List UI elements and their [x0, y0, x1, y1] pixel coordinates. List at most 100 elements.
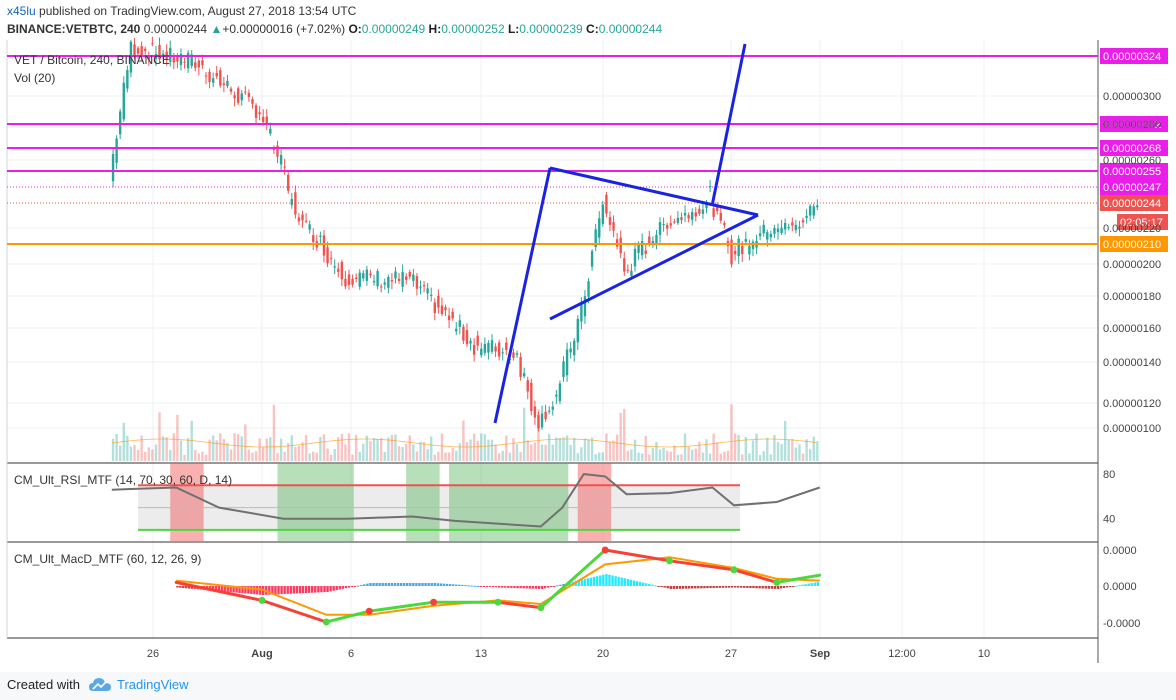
volume-bar [437, 451, 440, 461]
volume-bar [605, 433, 608, 461]
macd-histogram-bar [709, 586, 712, 589]
volume-bar [287, 443, 290, 461]
candle-body [304, 220, 308, 222]
macd-histogram-bar [691, 586, 694, 589]
volume-bar [651, 448, 655, 461]
candle-body [226, 80, 229, 87]
macd-histogram-bar [537, 586, 541, 589]
macd-histogram-bar [445, 583, 449, 586]
macd-histogram-bar [241, 586, 244, 594]
price-axis-tick-label: 0.00000180 [1103, 291, 1161, 303]
last-price: 0.00000244 [143, 22, 208, 36]
candle-body [483, 343, 487, 353]
volume-bar [594, 454, 597, 461]
volume-bar [172, 433, 176, 461]
macd-histogram-bar [789, 586, 792, 587]
candle-body [458, 320, 462, 327]
macd-histogram-bar [654, 585, 657, 587]
volume-bar [580, 447, 583, 461]
candle-body [519, 356, 522, 378]
candle-body [537, 415, 540, 429]
volume-bar [623, 408, 626, 461]
macd-histogram-bar [516, 586, 519, 589]
candle-body [769, 233, 773, 238]
volume-bar [201, 451, 204, 461]
candle-body [372, 280, 376, 283]
volume-bar [444, 452, 447, 461]
candle-body [229, 88, 233, 92]
candle-body [119, 111, 122, 135]
candle-body [190, 54, 193, 67]
publisher-username[interactable]: x45lu [7, 4, 36, 18]
macd-histogram-bar [813, 582, 816, 586]
time-axis-tick-label: 13 [475, 648, 487, 660]
macd-cross-dot [537, 604, 545, 612]
tradingview-brand-link[interactable]: TradingView [117, 677, 189, 692]
macd-line-segment [324, 609, 371, 624]
volume-bar [379, 437, 383, 461]
macd-histogram-bar [307, 586, 311, 593]
candles-group [111, 36, 819, 432]
candle-body [376, 271, 379, 287]
candle-body [512, 352, 515, 358]
volume-bar [362, 443, 365, 461]
candle-body [676, 217, 680, 223]
candle-body [573, 340, 576, 356]
macd-histogram-bar [697, 586, 700, 589]
macd-line-segment [174, 580, 264, 602]
macd-histogram-bar [378, 583, 381, 586]
candle-body [605, 194, 608, 214]
level-badge-bg [1100, 163, 1168, 179]
candle-body [551, 406, 554, 410]
macd-histogram-bar [782, 586, 786, 588]
volume-bar [640, 453, 644, 461]
candle-body [340, 262, 344, 280]
macd-histogram-bar [412, 583, 415, 586]
time-axis-tick-label: 20 [597, 648, 609, 660]
symbol-name: BINANCE:VETBTC, 240 [7, 22, 141, 36]
candle-body [333, 266, 336, 268]
candle-body [179, 53, 183, 65]
candle-body [637, 243, 640, 253]
volume-bar [648, 454, 651, 461]
candle-body [240, 93, 243, 101]
candle-body [515, 353, 519, 355]
price-axis-tick-label: 0.00000140 [1103, 357, 1161, 369]
volume-bar [487, 439, 490, 461]
candle-body [412, 274, 415, 281]
macd-histogram-bar [387, 583, 391, 586]
macd-histogram-bar [663, 586, 666, 588]
volume-bar [251, 452, 254, 461]
macd-cross-dot [773, 578, 781, 586]
candle-body [126, 70, 129, 89]
chart-area[interactable]: 0.00000324 0.00000282 0.00000268 0.00000255… [0, 0, 1176, 672]
volume-bar [233, 433, 236, 461]
candle-body [447, 315, 451, 321]
volume-bar [555, 437, 558, 461]
candle-body [733, 250, 737, 255]
volume-bar [308, 453, 311, 461]
macd-histogram-bar [314, 586, 317, 593]
volume-bar [751, 440, 755, 461]
volume-bar [265, 438, 268, 461]
volume-bar [211, 435, 215, 461]
volume-bar [412, 444, 415, 461]
macd-tick-label: 0.0000 [1103, 581, 1137, 593]
macd-cross-dot [730, 566, 738, 574]
volume-bar [294, 446, 297, 461]
macd-histogram-bar [494, 586, 498, 588]
macd-histogram-bar [596, 576, 599, 586]
volume-bar [208, 439, 211, 461]
volume-bar [262, 447, 265, 461]
volume-bar [147, 447, 150, 461]
candle-body [290, 198, 293, 205]
macd-cross-dot [601, 546, 609, 554]
volume-bar [662, 447, 665, 461]
price-axis-tick-label: 0.00000100 [1103, 423, 1161, 435]
volume-bar [676, 454, 680, 461]
candle-body [608, 217, 612, 225]
macd-histogram-bar [779, 586, 783, 589]
volume-bar [583, 438, 587, 461]
candle-body [319, 235, 322, 237]
volume-bar [791, 438, 794, 461]
